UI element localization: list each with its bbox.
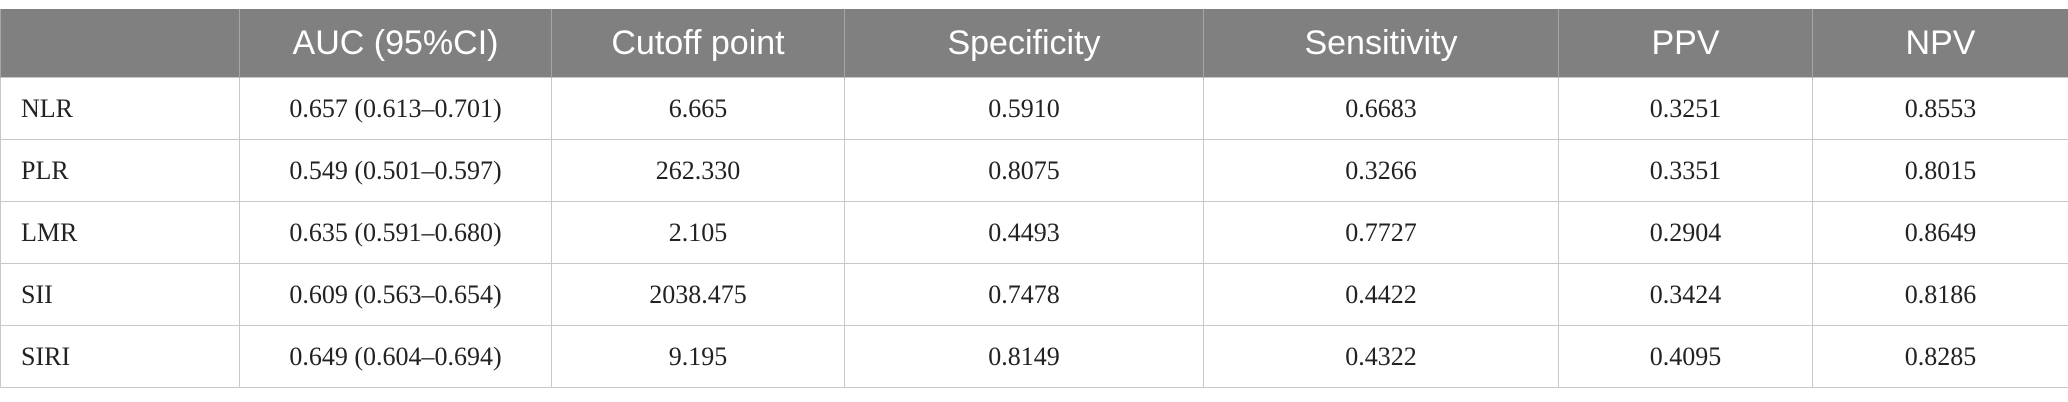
table-row: SII 0.609 (0.563–0.654) 2038.475 0.7478 0.44… bbox=[0, 263, 2068, 326]
header-cell: Sensitivity bbox=[1203, 9, 1559, 78]
table-cell: 0.3424 bbox=[1558, 263, 1813, 326]
table-cell: 0.7478 bbox=[844, 263, 1204, 326]
table-row: PLR 0.549 (0.501–0.597) 262.330 0.8075 0.326… bbox=[0, 139, 2068, 202]
table-cell: 0.8553 bbox=[1812, 77, 2068, 140]
table-cell: 0.4095 bbox=[1558, 325, 1813, 388]
row-label: PLR bbox=[0, 139, 240, 202]
table-cell: 0.3251 bbox=[1558, 77, 1813, 140]
row-label: SIRI bbox=[0, 325, 240, 388]
table-body: NLR 0.657 (0.613–0.701) 6.665 0.5910 0.6683 0… bbox=[0, 77, 2068, 388]
table-cell: 0.4322 bbox=[1203, 325, 1559, 388]
table-cell: 0.3266 bbox=[1203, 139, 1559, 202]
table-cell: 0.8285 bbox=[1812, 325, 2068, 388]
table-cell: 0.2904 bbox=[1558, 201, 1813, 264]
header-cell: PPV bbox=[1558, 9, 1813, 78]
table-cell: 262.330 bbox=[551, 139, 845, 202]
table-cell: 2038.475 bbox=[551, 263, 845, 326]
table-row: SIRI 0.649 (0.604–0.694) 9.195 0.8149 0.4322… bbox=[0, 325, 2068, 388]
table-cell: 0.4422 bbox=[1203, 263, 1559, 326]
header-cell bbox=[0, 9, 240, 78]
table-row: LMR 0.635 (0.591–0.680) 2.105 0.4493 0.7727 0… bbox=[0, 201, 2068, 264]
table-cell: 0.649 (0.604–0.694) bbox=[239, 325, 552, 388]
table-cell: 0.5910 bbox=[844, 77, 1204, 140]
table-container: AUC (95%CI) Cutoff point Specificity Sensit… bbox=[0, 9, 2068, 388]
table-cell: 0.609 (0.563–0.654) bbox=[239, 263, 552, 326]
table-cell: 6.665 bbox=[551, 77, 845, 140]
header-cell: NPV bbox=[1812, 9, 2068, 78]
table-cell: 0.6683 bbox=[1203, 77, 1559, 140]
table-cell: 0.8149 bbox=[844, 325, 1204, 388]
table-cell: 0.8015 bbox=[1812, 139, 2068, 202]
header-cell: AUC (95%CI) bbox=[239, 9, 552, 78]
table-cell: 9.195 bbox=[551, 325, 845, 388]
table-cell: 0.8075 bbox=[844, 139, 1204, 202]
table-cell: 0.3351 bbox=[1558, 139, 1813, 202]
row-label: LMR bbox=[0, 201, 240, 264]
header-cell: Cutoff point bbox=[551, 9, 845, 78]
table-cell: 0.7727 bbox=[1203, 201, 1559, 264]
table-cell: 2.105 bbox=[551, 201, 845, 264]
row-label: SII bbox=[0, 263, 240, 326]
table-cell: 0.4493 bbox=[844, 201, 1204, 264]
table-cell: 0.8186 bbox=[1812, 263, 2068, 326]
row-label: NLR bbox=[0, 77, 240, 140]
table-cell: 0.549 (0.501–0.597) bbox=[239, 139, 552, 202]
table-cell: 0.657 (0.613–0.701) bbox=[239, 77, 552, 140]
table-row: NLR 0.657 (0.613–0.701) 6.665 0.5910 0.6683 0… bbox=[0, 77, 2068, 140]
data-table: AUC (95%CI) Cutoff point Specificity Sensit… bbox=[0, 9, 2068, 388]
table-cell: 0.8649 bbox=[1812, 201, 2068, 264]
header-row: AUC (95%CI) Cutoff point Specificity Sensit… bbox=[0, 9, 2068, 78]
header-cell: Specificity bbox=[844, 9, 1204, 78]
table-cell: 0.635 (0.591–0.680) bbox=[239, 201, 552, 264]
